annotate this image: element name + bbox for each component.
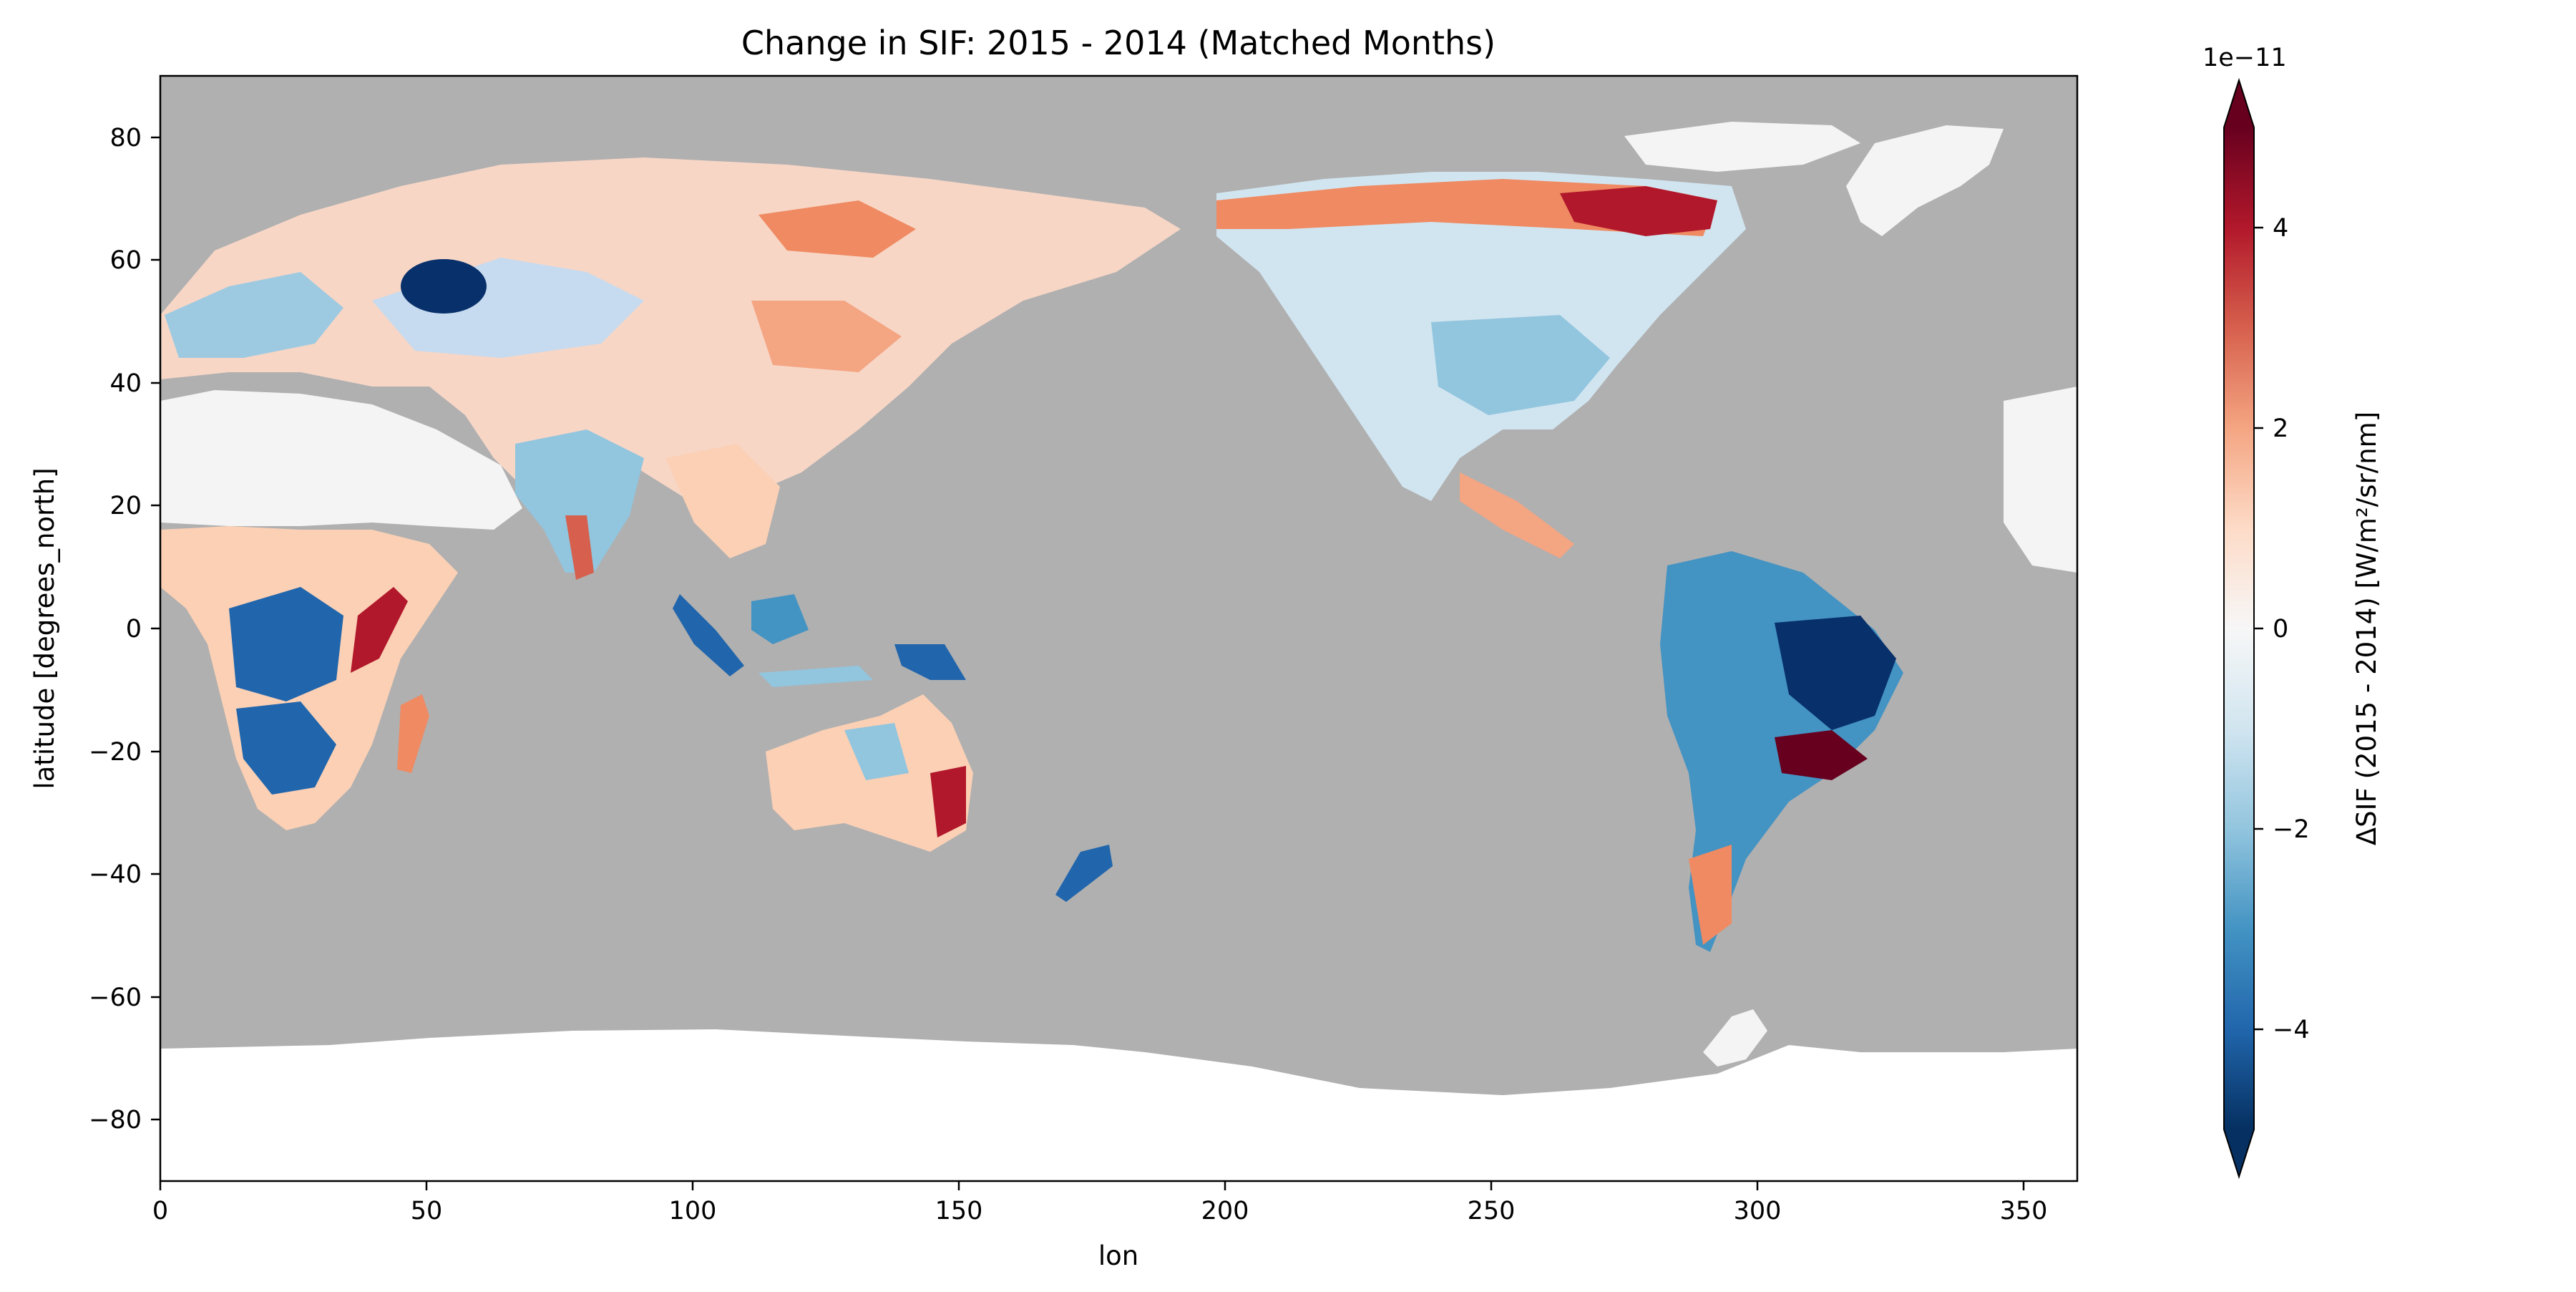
australia-east-red bbox=[930, 766, 966, 837]
plot-area bbox=[160, 76, 2077, 1181]
india-red-coast bbox=[565, 515, 594, 580]
x-tick-label-0: 0 bbox=[152, 1197, 168, 1225]
siberia-red-patch bbox=[758, 200, 916, 258]
x-tick-label-150: 150 bbox=[935, 1197, 983, 1225]
x-tick-label-100: 100 bbox=[669, 1197, 717, 1225]
cbar-tick-label-2: 2 bbox=[2273, 414, 2288, 443]
cbar-tick-label-neg4: −4 bbox=[2273, 1016, 2310, 1044]
usa-blue bbox=[1431, 315, 1610, 415]
y-tick-label-0: 0 bbox=[126, 615, 142, 643]
sumatra bbox=[673, 594, 744, 676]
colorbar-label: ΔSIF (2015 - 2014) [W/m²/sr/nm] bbox=[2351, 412, 2382, 845]
colorbar-outline bbox=[2223, 77, 2255, 1180]
colorbar-scale-label: 1e−11 bbox=[2202, 44, 2287, 72]
africa-south-blue bbox=[236, 701, 336, 795]
cbar-tick-label-4: 4 bbox=[2273, 214, 2288, 243]
x-tick-label-250: 250 bbox=[1468, 1197, 1516, 1225]
europe-blue-patch bbox=[165, 272, 343, 358]
greenland-region bbox=[1846, 125, 2004, 236]
y-tick-label-80: 80 bbox=[109, 124, 142, 152]
new-zealand bbox=[1055, 845, 1113, 902]
y-tick-label-60: 60 bbox=[109, 246, 142, 275]
cbar-tick-label-neg2: −2 bbox=[2273, 815, 2310, 844]
antarctic-peninsula bbox=[1703, 1009, 1767, 1067]
colorbar: 4 2 0 −2 −4 1e−11 ΔSIF (2015 - 2014) [W/… bbox=[2202, 44, 2382, 1180]
patagonia-red bbox=[1689, 845, 1732, 945]
hudson-red bbox=[1560, 186, 1717, 236]
y-tick-label-neg20: −20 bbox=[89, 738, 142, 767]
central-america bbox=[1460, 472, 1574, 558]
africa-congo-blue bbox=[229, 587, 343, 701]
y-tick-label-20: 20 bbox=[109, 492, 142, 520]
y-tick-label-40: 40 bbox=[109, 369, 142, 398]
south-brazil-red bbox=[1775, 730, 1868, 780]
colorbar-extend-min bbox=[2224, 1130, 2254, 1177]
x-axis-label: lon bbox=[1098, 1240, 1138, 1271]
eurasia-region bbox=[160, 157, 1181, 508]
x-axis: 0 50 100 150 200 250 300 350 lon bbox=[152, 1181, 2048, 1271]
x-tick-label-350: 350 bbox=[2000, 1197, 2048, 1225]
se-asia-region bbox=[665, 444, 780, 558]
australia-blue bbox=[844, 723, 909, 780]
new-guinea bbox=[894, 644, 966, 680]
x-tick-label-300: 300 bbox=[1734, 1197, 1782, 1225]
x-tick-label-200: 200 bbox=[1201, 1197, 1249, 1225]
colorbar-gradient bbox=[2224, 127, 2254, 1130]
china-red-patch bbox=[751, 301, 902, 372]
madagascar bbox=[397, 694, 429, 773]
y-tick-label-neg80: −80 bbox=[89, 1106, 142, 1135]
y-tick-label-neg40: −40 bbox=[89, 860, 142, 889]
india-region bbox=[515, 429, 644, 573]
africa-east-red bbox=[351, 587, 408, 673]
canadian-arctic bbox=[1624, 122, 1860, 172]
cbar-tick-label-0: 0 bbox=[2273, 615, 2288, 643]
brazil-dark-blue bbox=[1775, 616, 1896, 730]
islands-chain bbox=[758, 666, 873, 687]
colorbar-extend-max bbox=[2224, 80, 2254, 127]
borneo bbox=[751, 594, 809, 644]
y-axis-label: latitude [degrees_north] bbox=[29, 467, 60, 789]
y-axis: 80 60 40 20 0 −20 −40 −60 −80 latitude [… bbox=[29, 124, 160, 1135]
chart-title: Change in SIF: 2015 - 2014 (Matched Mont… bbox=[741, 24, 1496, 62]
ural-hotspot bbox=[401, 259, 487, 314]
y-tick-label-neg60: −60 bbox=[89, 983, 142, 1012]
x-tick-label-50: 50 bbox=[411, 1197, 443, 1225]
sahara-region bbox=[160, 390, 522, 530]
antarctica-region bbox=[160, 1029, 2077, 1181]
sahara-east-edge bbox=[2004, 387, 2077, 573]
